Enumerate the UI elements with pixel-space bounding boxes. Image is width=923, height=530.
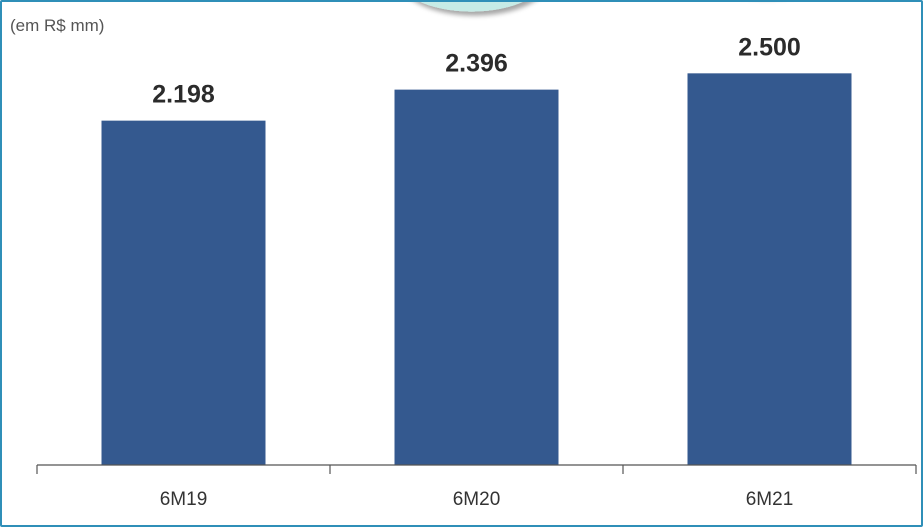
value-label-6m20: 2.396 bbox=[445, 50, 508, 78]
bubble-shape bbox=[416, 0, 527, 12]
tick-label-6m21: 6M21 bbox=[746, 489, 794, 510]
tick-label-6m20: 6M20 bbox=[453, 489, 501, 510]
bar-6m19 bbox=[101, 120, 266, 465]
bar-6m21 bbox=[687, 73, 852, 465]
bars-layer bbox=[101, 73, 852, 466]
unit-note: (em R$ mm) bbox=[10, 16, 105, 35]
bar-6m20 bbox=[394, 89, 559, 466]
tick-label-6m19: 6M19 bbox=[160, 489, 208, 510]
variation-bubble-6m20: Var.+ 9,0% bbox=[416, 0, 527, 12]
value-label-6m21: 2.500 bbox=[738, 33, 801, 61]
value-label-6m19: 2.198 bbox=[152, 81, 215, 109]
labels-layer: 2.198 6M19 2.396 6M20 2.500 6M21 bbox=[152, 33, 801, 510]
annotations-layer: Var.+ 9,0%Var.+ 4,3 % bbox=[416, 0, 527, 12]
x-axis bbox=[36, 464, 917, 474]
